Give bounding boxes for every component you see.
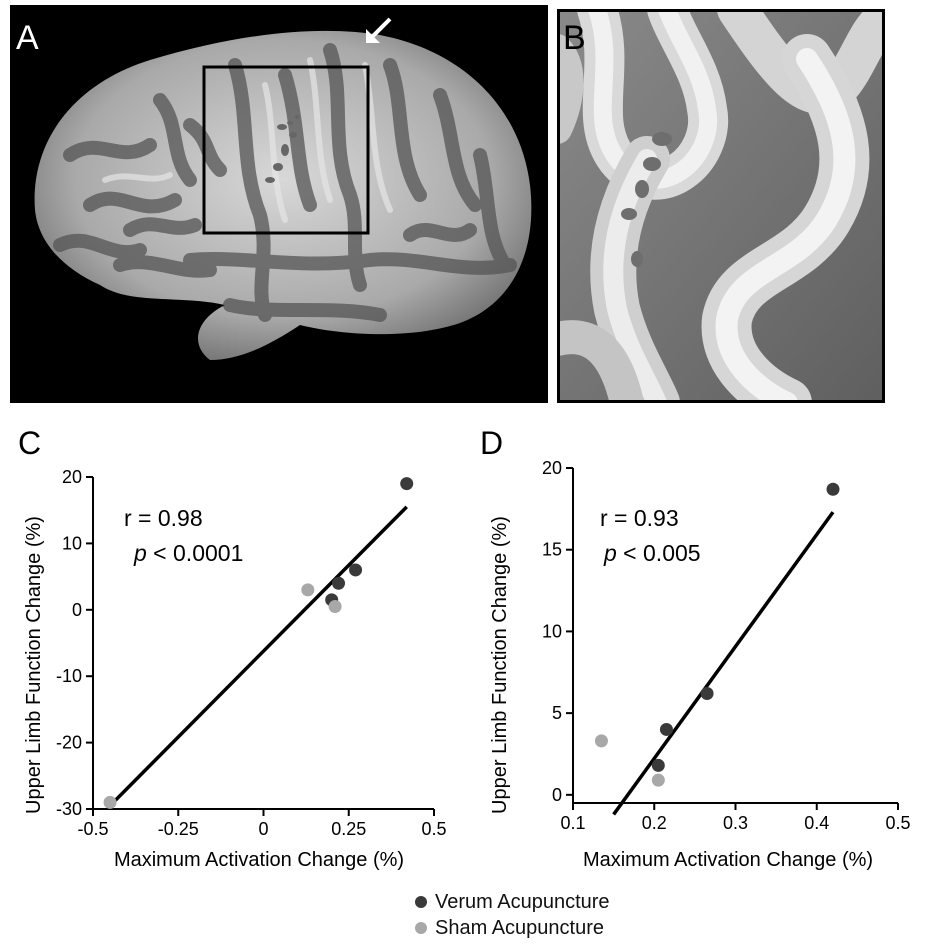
x-axis-label: Maximum Activation Change (%) xyxy=(114,849,404,871)
axes: -0.5 -0.25 0 0.25 0.5 -30 -20 -10 0 10 20 xyxy=(56,467,447,839)
legend-item-verum: Verum Acupuncture xyxy=(415,889,610,915)
legend: Verum Acupuncture Sham Acupuncture xyxy=(415,889,610,941)
y-axis-label: Upper Limb Function Change (%) xyxy=(489,516,511,814)
verum-point xyxy=(400,477,414,491)
sham-point xyxy=(328,599,342,613)
x-axis-label: Maximum Activation Change (%) xyxy=(583,849,873,871)
sham-dot-icon xyxy=(415,922,427,934)
legend-label-sham: Sham Acupuncture xyxy=(435,916,604,939)
svg-text:Upper Limb Function Change (%): Upper Limb Function Change (%) xyxy=(489,516,511,814)
svg-text:Upper Limb Function Change (%): Upper Limb Function Change (%) xyxy=(23,516,45,814)
panel-c-label: C xyxy=(18,425,41,461)
panel-a-label: A xyxy=(16,19,39,57)
verum-point xyxy=(700,687,714,701)
data-points xyxy=(594,482,840,787)
y-tick-label: 15 xyxy=(542,540,562,560)
scatter-chart-d: D Upper Limb Function Change (%) 0.1 0.2 0… xyxy=(480,425,911,871)
y-tick-label: 5 xyxy=(552,703,562,723)
verum-point xyxy=(332,576,346,590)
axes: 0.1 0.2 0.3 0.4 0.5 0 5 10 15 20 xyxy=(542,458,911,833)
sham-point xyxy=(103,795,117,809)
verum-point xyxy=(651,758,665,772)
regression-line xyxy=(612,511,835,816)
x-tick-label: 0.1 xyxy=(560,813,585,833)
zoom-box xyxy=(202,65,370,235)
activation-cluster-b xyxy=(621,132,672,267)
sham-point xyxy=(594,734,608,748)
panel-b-zoom-render: B xyxy=(540,0,905,428)
verum-point xyxy=(659,722,673,736)
data-points xyxy=(103,477,414,809)
regression-line xyxy=(108,505,408,807)
annotation-r: r = 0.93 xyxy=(600,505,679,531)
y-tick-label: 0 xyxy=(552,785,562,805)
legend-item-sham: Sham Acupuncture xyxy=(415,915,610,941)
y-axis-label: Upper Limb Function Change (%) xyxy=(23,516,45,814)
arrow-icon xyxy=(366,17,392,43)
x-tick-label: 0.5 xyxy=(421,819,446,839)
x-tick-label: 0.5 xyxy=(885,813,910,833)
y-tick-label: 0 xyxy=(72,600,82,620)
panel-a-brain-surface: A xyxy=(10,5,548,403)
y-tick-label: 20 xyxy=(62,467,82,487)
cortex-zoom-render: B xyxy=(540,0,905,428)
annotation-r: r = 0.98 xyxy=(124,505,203,531)
verum-point xyxy=(349,563,363,577)
fit-line xyxy=(108,505,408,807)
sham-point xyxy=(651,773,665,787)
panel-b-label: B xyxy=(563,19,586,57)
y-tick-label: -30 xyxy=(56,799,82,819)
verum-dot-icon xyxy=(415,896,427,908)
panel-d-label: D xyxy=(480,425,503,461)
verum-point xyxy=(826,482,840,496)
activation-cluster-a xyxy=(265,115,299,183)
sham-point xyxy=(301,583,315,597)
x-tick-label: 0.25 xyxy=(331,819,366,839)
y-tick-label: -10 xyxy=(56,666,82,686)
y-tick-label: -20 xyxy=(56,733,82,753)
x-tick-label: -0.25 xyxy=(158,819,199,839)
x-tick-label: -0.5 xyxy=(77,819,108,839)
y-tick-label: 10 xyxy=(62,533,82,553)
annotation-p: p < 0.0001 xyxy=(133,540,243,566)
x-tick-label: 0.4 xyxy=(804,813,829,833)
x-tick-label: 0 xyxy=(258,819,268,839)
legend-label-verum: Verum Acupuncture xyxy=(435,890,610,913)
x-tick-label: 0.2 xyxy=(642,813,667,833)
y-tick-label: 20 xyxy=(542,458,562,478)
annotation-p: p < 0.005 xyxy=(603,540,701,566)
brain-surface-render: A xyxy=(10,5,548,403)
y-tick-label: 10 xyxy=(542,621,562,641)
scatter-chart-c: C Upper Limb Function Change (%) -0.5 -0.… xyxy=(18,425,447,871)
fit-line xyxy=(612,511,835,816)
x-tick-label: 0.3 xyxy=(723,813,748,833)
